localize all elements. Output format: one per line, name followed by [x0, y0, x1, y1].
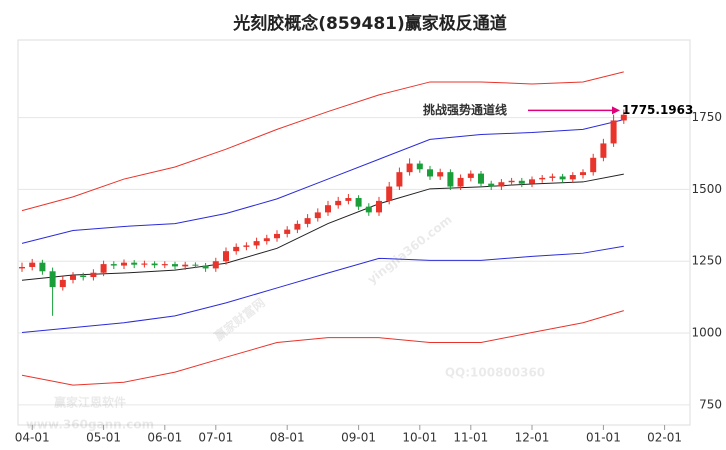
candle-body [590, 157, 597, 173]
candle-body [355, 198, 362, 207]
candle-body [559, 176, 566, 180]
watermark: 赢家江恩软件 [54, 395, 126, 410]
candle-body [212, 261, 219, 269]
candle-body [59, 279, 66, 288]
candle-body [467, 173, 474, 178]
candle-body [141, 263, 148, 265]
annotation-text: 挑战强势通道线 [423, 102, 507, 117]
x-tick-label: 12-01 [515, 431, 550, 445]
watermark: 赢家财富网 [211, 295, 268, 344]
chart-title: 光刻胶概念(859481)赢家极反通道 [232, 13, 507, 34]
candle-body [274, 233, 280, 239]
watermark: www.360gann.com [26, 418, 154, 432]
candle-body [294, 223, 301, 230]
y-tick-label: 750 [699, 397, 722, 411]
x-tick-label: 09-01 [341, 431, 376, 445]
candle-body [202, 265, 209, 269]
x-tick-label: 01-01 [586, 431, 621, 445]
watermark: QQ:100800360 [445, 366, 545, 380]
candle-body [447, 172, 454, 187]
candle-body [488, 183, 495, 187]
candle-body [233, 246, 240, 252]
channel-line [21, 310, 624, 386]
candle-body [365, 206, 372, 213]
candle-body [39, 262, 46, 272]
candle-body [539, 177, 546, 180]
candle-body [121, 262, 127, 266]
candle-body [478, 173, 484, 184]
candle-body [131, 262, 138, 265]
candle-body [314, 212, 321, 219]
candle-body [223, 251, 229, 262]
candle-body [406, 163, 413, 173]
x-tick-label: 05-01 [86, 431, 121, 445]
candle-body [600, 143, 607, 158]
x-tick-label: 11-01 [453, 431, 488, 445]
channel-line [21, 71, 624, 212]
x-tick-label: 06-01 [147, 431, 182, 445]
annotation-value: 1775.1963 [622, 103, 693, 117]
candle-body [508, 180, 515, 183]
channel-line [21, 245, 624, 333]
candle-body [90, 272, 97, 278]
candle-body [80, 275, 87, 278]
candle-body [620, 114, 627, 121]
candle-body [110, 264, 117, 266]
candle-body [580, 172, 586, 176]
x-tick-label: 07-01 [198, 431, 233, 445]
candle-body [243, 245, 250, 247]
y-tick-label: 1500 [691, 182, 722, 196]
candle-body [376, 200, 382, 213]
candle-body [284, 229, 291, 234]
candle-body [427, 169, 433, 177]
plot-frame [17, 39, 691, 426]
candle-body [29, 262, 36, 267]
arrow-head [612, 106, 620, 115]
candle-body [100, 264, 107, 273]
candle-body [518, 180, 525, 184]
candle-body [192, 264, 199, 266]
candle-body [172, 264, 178, 267]
candle-body [335, 200, 342, 206]
x-tick-label: 08-01 [270, 431, 305, 445]
candle-body [19, 266, 25, 269]
candle-body [304, 218, 311, 224]
candle-body [263, 238, 270, 242]
candle-body [396, 172, 403, 187]
candle-body [386, 186, 393, 201]
candle-body [549, 176, 556, 178]
x-tick-label: 04-01 [15, 431, 50, 445]
candle-body [253, 241, 260, 246]
candle-body [345, 198, 352, 201]
candle-body [498, 182, 505, 187]
channel-line [21, 119, 624, 244]
candle-body [49, 271, 56, 288]
candle-body [151, 263, 158, 266]
x-tick-label: 10-01 [402, 431, 437, 445]
candle-body [529, 179, 535, 184]
y-tick-label: 1000 [691, 326, 722, 340]
candle-body [161, 264, 168, 266]
candle-body [416, 163, 423, 170]
candle-body [182, 264, 189, 267]
candle-body [569, 175, 576, 180]
candle-body [610, 120, 617, 144]
y-tick-label: 1250 [691, 254, 722, 268]
watermark: yingjia360.com [365, 212, 455, 286]
candle-body [457, 177, 464, 187]
y-tick-label: 1750 [691, 110, 722, 124]
candle-body [437, 172, 444, 177]
candle-body [70, 275, 76, 280]
x-tick-label: 02-01 [647, 431, 682, 445]
candle-body [325, 205, 331, 213]
